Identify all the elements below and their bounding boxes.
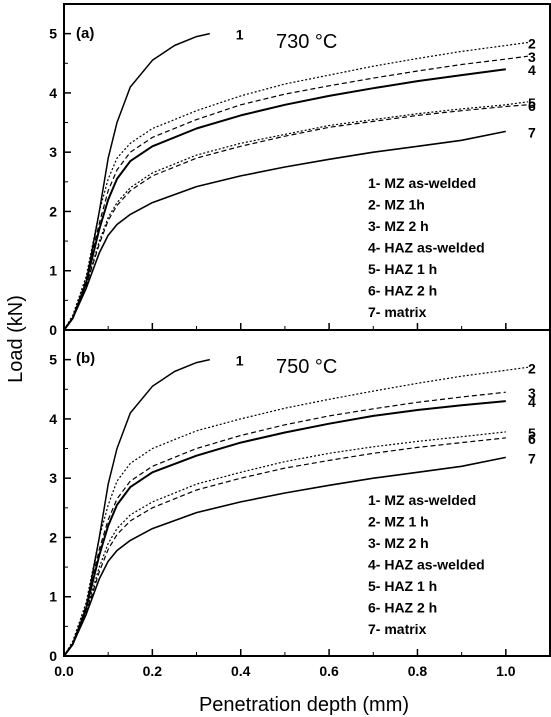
legend-entry: 7- matrix bbox=[368, 621, 427, 637]
curve-3 bbox=[63, 55, 528, 331]
panel-a-temperature: 730 °C bbox=[276, 31, 337, 53]
curve-5 bbox=[63, 431, 506, 657]
curve-3 bbox=[63, 391, 506, 657]
curve-number-label: 7 bbox=[528, 450, 536, 466]
y-tick-label: 4 bbox=[49, 411, 57, 427]
x-tick-label: 0.4 bbox=[231, 663, 251, 679]
panel-a-tag: (a) bbox=[76, 25, 94, 42]
y-tick-label: 3 bbox=[49, 470, 57, 486]
x-tick-label: 1.0 bbox=[496, 663, 516, 679]
legend-entry: 3- MZ 2 h bbox=[368, 218, 429, 234]
y-tick-label: 0 bbox=[49, 322, 57, 338]
curve-4 bbox=[63, 68, 506, 331]
panel-b-legend: 1- MZ as-welded 2- MZ 1 h 3- MZ 2 h 4- HAZ … bbox=[368, 492, 485, 637]
curve-number-label: 6 bbox=[528, 98, 536, 114]
curve-7 bbox=[63, 456, 506, 657]
curve-number-label: 4 bbox=[528, 394, 536, 410]
y-tick-label: 5 bbox=[49, 352, 57, 368]
curve-number-label: 4 bbox=[528, 62, 536, 78]
y-tick-label: 2 bbox=[49, 203, 57, 219]
panel-a-curve-numbers: 1 234 56 7 bbox=[236, 27, 536, 141]
legend-entry: 6- HAZ 2 h bbox=[368, 283, 437, 299]
panel-b-temperature: 750 °C bbox=[276, 356, 337, 378]
curve-number-label: 6 bbox=[528, 431, 536, 447]
legend-entry: 5- HAZ 1 h bbox=[368, 578, 437, 594]
panel-b-frame bbox=[63, 329, 551, 657]
legend-entry: 1- MZ as-welded bbox=[368, 175, 476, 191]
y-tick-label: 4 bbox=[49, 85, 57, 101]
panel-a-curves bbox=[63, 32, 528, 331]
legend-entry: 4- HAZ as-welded bbox=[368, 557, 485, 573]
y-tick-label: 1 bbox=[49, 263, 57, 279]
legend-entry: 2- MZ 1 h bbox=[368, 514, 429, 530]
curve-number-label: 5 bbox=[528, 425, 536, 441]
panel-a-legend: 1- MZ as-welded 2- MZ 1h 3- MZ 2 h 4- HAZ a… bbox=[368, 175, 485, 320]
y-tick-label: 3 bbox=[49, 144, 57, 160]
legend-entry: 1- MZ as-welded bbox=[368, 492, 476, 508]
curve-4 bbox=[63, 400, 506, 657]
x-tick-label: 0.6 bbox=[319, 663, 339, 679]
curve-5 bbox=[63, 101, 528, 331]
y-tick-label: 0 bbox=[49, 648, 57, 664]
curve-6 bbox=[63, 437, 506, 657]
x-tick-label: 0.8 bbox=[408, 663, 428, 679]
curve-number-label: 7 bbox=[528, 124, 536, 140]
curve-6 bbox=[63, 104, 528, 331]
curve-number-label: 1 bbox=[236, 27, 244, 43]
x-axis-title: Penetration depth (mm) bbox=[199, 694, 409, 716]
y-axis-title: Load (kN) bbox=[5, 295, 27, 383]
legend-entry: 2- MZ 1h bbox=[368, 197, 425, 213]
curve-number-label: 5 bbox=[528, 95, 536, 111]
legend-entry: 3- MZ 2 h bbox=[368, 535, 429, 551]
curve-number-label: 3 bbox=[528, 385, 536, 401]
curve-2 bbox=[63, 366, 528, 657]
curve-7 bbox=[63, 130, 506, 331]
panel-b-curves bbox=[63, 358, 528, 657]
x-axis-ticks: 0.0 0.2 0.4 0.6 0.8 1.0 bbox=[54, 663, 515, 679]
curve-number-label: 2 bbox=[528, 360, 536, 376]
x-tick-label: 0.2 bbox=[143, 663, 163, 679]
curve-number-label: 2 bbox=[528, 36, 536, 52]
legend-entry: 5- HAZ 1 h bbox=[368, 261, 437, 277]
x-tick-label: 0.0 bbox=[54, 663, 74, 679]
curve-2 bbox=[63, 41, 528, 331]
legend-entry: 7- matrix bbox=[368, 304, 427, 320]
y-tick-label: 2 bbox=[49, 529, 57, 545]
legend-entry: 4- HAZ as-welded bbox=[368, 240, 485, 256]
y-tick-label: 1 bbox=[49, 589, 57, 605]
legend-entry: 6- HAZ 2 h bbox=[368, 600, 437, 616]
curve-number-label: 1 bbox=[236, 353, 244, 369]
panel-b-tag: (b) bbox=[76, 350, 95, 367]
curve-number-label: 3 bbox=[528, 49, 536, 65]
y-tick-label: 5 bbox=[49, 26, 57, 42]
